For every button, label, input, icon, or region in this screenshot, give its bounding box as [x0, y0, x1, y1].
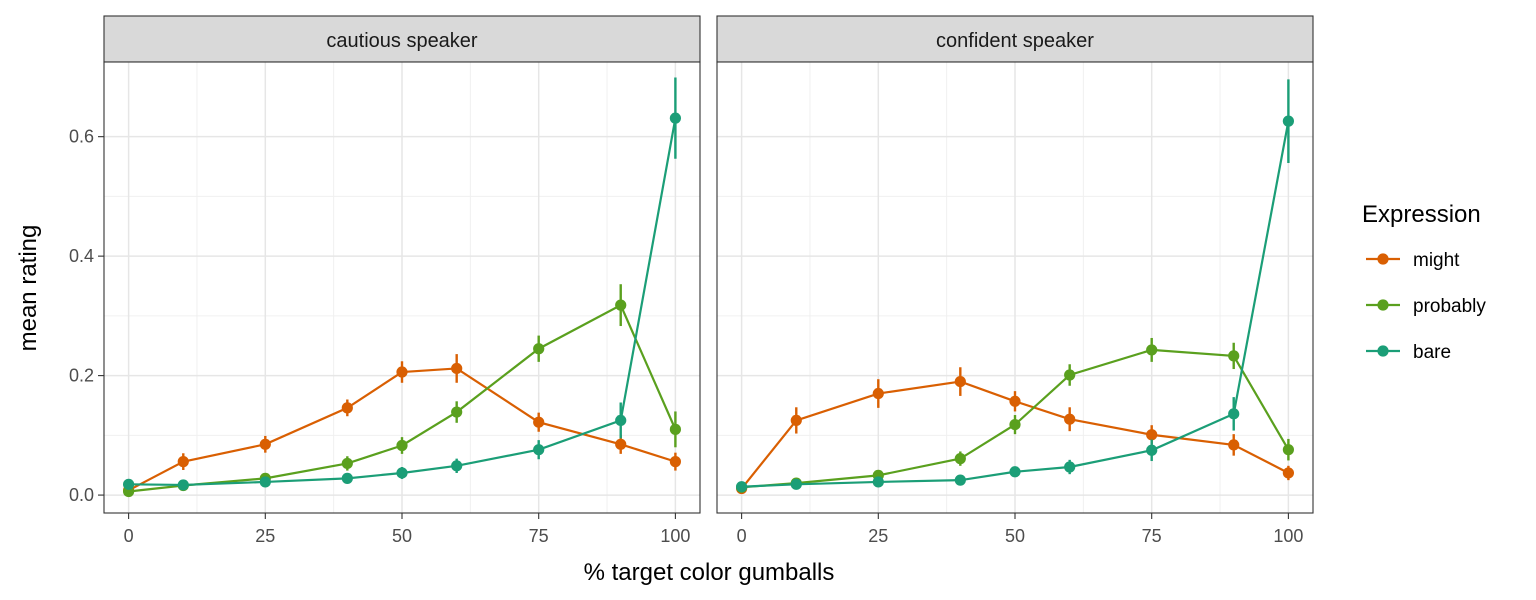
x-tick-label: 50 — [392, 526, 412, 546]
data-point-bare — [1009, 466, 1021, 478]
data-point-probably — [451, 406, 463, 418]
x-tick-label: 100 — [1273, 526, 1303, 546]
y-tick-label: 0.2 — [69, 366, 94, 386]
x-tick-label: 0 — [124, 526, 134, 546]
x-tick-label: 25 — [255, 526, 275, 546]
x-tick-label: 50 — [1005, 526, 1025, 546]
y-axis-title: mean rating — [15, 225, 42, 352]
x-tick-label: 0 — [737, 526, 747, 546]
series-might — [123, 354, 681, 496]
data-point-probably — [1282, 444, 1294, 456]
data-point-might — [1064, 413, 1076, 425]
legend-title: Expression — [1362, 201, 1481, 228]
data-point-probably — [1146, 344, 1158, 356]
data-point-bare — [341, 472, 353, 484]
x-tick-label: 100 — [660, 526, 690, 546]
y-tick-label: 0.0 — [69, 485, 94, 505]
facet-strip-label: confident speaker — [936, 30, 1094, 52]
facet-strip — [716, 15, 1314, 63]
data-point-probably — [1009, 418, 1021, 431]
legend-label: bare — [1413, 342, 1451, 363]
data-point-might — [669, 456, 681, 468]
data-point-bare — [123, 478, 135, 490]
data-point-bare — [669, 112, 681, 124]
legend-key-point — [1377, 253, 1389, 265]
data-point-probably — [396, 439, 408, 452]
data-point-might — [396, 366, 408, 378]
data-point-might — [341, 402, 353, 414]
data-point-bare — [615, 414, 627, 427]
legend-entry-probably: probably — [1366, 296, 1486, 317]
data-point-might — [954, 375, 966, 388]
data-point-bare — [1282, 115, 1294, 127]
x-axis-title: % target color gumballs — [584, 559, 835, 586]
y-tick-label: 0.6 — [69, 127, 94, 147]
panel-1: cautious speaker 0 25 50 75 100 0.0 0.2 0.4 0.6 — [69, 15, 701, 546]
x-tick-label: 25 — [868, 526, 888, 546]
data-point-probably — [1064, 369, 1076, 381]
data-point-might — [451, 362, 463, 375]
legend-label: might — [1413, 250, 1460, 271]
data-point-might — [533, 416, 545, 428]
data-point-might — [1146, 429, 1158, 441]
legend-label: probably — [1413, 296, 1486, 317]
y-tick-label: 0.4 — [69, 246, 94, 266]
data-point-might — [177, 456, 189, 468]
data-point-bare — [259, 476, 271, 488]
data-point-bare — [1146, 444, 1158, 456]
legend-key-point — [1377, 299, 1389, 311]
data-point-probably — [1228, 350, 1240, 362]
data-point-probably — [341, 457, 353, 470]
facet-strip — [103, 15, 701, 63]
series-bare — [123, 77, 681, 491]
data-point-probably — [533, 343, 545, 355]
data-point-bare — [790, 478, 802, 490]
legend-entries: might probably bare — [1366, 250, 1486, 363]
legend-entry-might: might — [1366, 250, 1460, 271]
x-tick-label: 75 — [1142, 526, 1162, 546]
data-point-might — [1282, 467, 1294, 479]
data-point-bare — [954, 474, 966, 486]
data-point-might — [615, 438, 627, 450]
data-point-bare — [451, 460, 463, 472]
data-point-might — [1009, 395, 1021, 407]
data-point-bare — [396, 467, 408, 479]
panel-2: confident speaker 0 25 50 75 100 — [716, 15, 1314, 546]
x-tick-label: 75 — [529, 526, 549, 546]
data-point-bare — [1064, 461, 1076, 473]
data-point-might — [259, 438, 271, 450]
data-point-might — [790, 414, 802, 427]
data-point-bare — [177, 479, 189, 491]
data-point-might — [1228, 439, 1240, 451]
data-point-probably — [954, 453, 966, 465]
data-point-probably — [615, 299, 627, 311]
legend: Expression might probably bare — [1362, 201, 1486, 363]
data-point-bare — [736, 481, 748, 493]
data-point-bare — [872, 476, 884, 488]
series-bare — [736, 79, 1294, 493]
facet-strip-label: cautious speaker — [326, 30, 478, 52]
data-point-might — [872, 387, 884, 400]
panels-layer: cautious speaker 0 25 50 75 100 0.0 0.2 0.4 0.6 co… — [69, 15, 1314, 546]
data-point-probably — [669, 423, 681, 435]
data-point-bare — [1228, 408, 1240, 420]
legend-entry-bare: bare — [1366, 342, 1451, 363]
legend-key-point — [1377, 345, 1389, 357]
data-point-bare — [533, 444, 545, 456]
